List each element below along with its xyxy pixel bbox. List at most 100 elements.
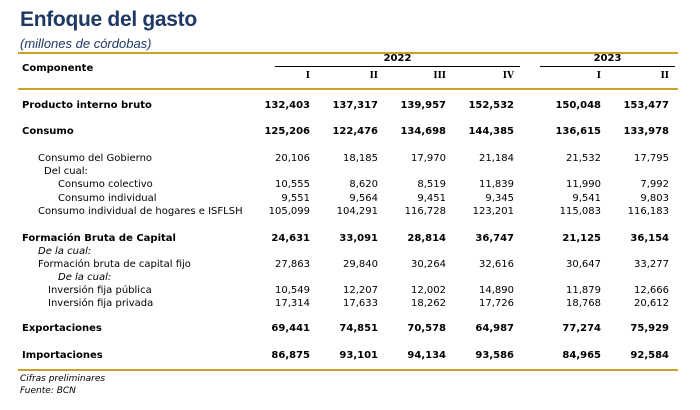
- cell-value: 12,002: [411, 285, 446, 296]
- row-label: Formación Bruta de Capital: [22, 233, 176, 244]
- row-label: Consumo individual: [58, 193, 157, 204]
- cell-value: 9,345: [485, 193, 514, 204]
- cell-value: 9,803: [640, 193, 669, 204]
- cell-value: 84,965: [562, 350, 601, 361]
- cell-value: 9,541: [572, 193, 601, 204]
- cell-value: 21,184: [479, 153, 514, 164]
- cell-value: 93,101: [339, 350, 378, 361]
- cell-value: 153,477: [623, 100, 669, 111]
- cell-value: 33,091: [339, 233, 378, 244]
- cell-value: 123,201: [472, 206, 514, 217]
- cell-value: 116,728: [404, 206, 446, 217]
- table-row: Producto interno bruto 132,403 137,317 1…: [0, 99, 700, 112]
- cell-value: 11,839: [479, 179, 514, 190]
- cell-value: 9,564: [349, 193, 378, 204]
- cell-value: 30,647: [566, 259, 601, 270]
- cell-value: 10,555: [275, 179, 310, 190]
- cell-value: 10,549: [275, 285, 310, 296]
- cell-value: 132,403: [264, 100, 310, 111]
- row-label: Del cual:: [44, 166, 88, 177]
- quarter-header: II: [369, 71, 378, 81]
- cell-value: 21,532: [566, 153, 601, 164]
- row-label: Formación bruta de capital fijo: [38, 259, 191, 270]
- cell-value: 144,385: [468, 126, 514, 137]
- cell-value: 21,125: [562, 233, 601, 244]
- cell-value: 20,106: [275, 153, 310, 164]
- cell-value: 115,083: [559, 206, 601, 217]
- row-label: De la cual:: [58, 272, 112, 283]
- cell-value: 133,978: [623, 126, 669, 137]
- row-label: Consumo del Gobierno: [38, 153, 153, 164]
- cell-value: 8,519: [417, 179, 446, 190]
- row-label: Inversión fija privada: [48, 298, 154, 309]
- cell-value: 27,863: [275, 259, 310, 270]
- quarter-header: IV: [502, 71, 514, 81]
- cell-value: 17,970: [411, 153, 446, 164]
- row-label: De la cual:: [38, 246, 92, 257]
- header-bottom-rule: [18, 88, 678, 90]
- cell-value: 18,768: [566, 298, 601, 309]
- row-label: Consumo: [22, 126, 74, 137]
- footnote-source: Fuente: BCN: [20, 386, 76, 396]
- cell-value: 18,185: [343, 153, 378, 164]
- component-column-header: Componente: [22, 63, 94, 74]
- cell-value: 32,616: [479, 259, 514, 270]
- table-row: Formación bruta de capital fijo 27,863 2…: [0, 258, 700, 271]
- cell-value: 122,476: [332, 126, 378, 137]
- table-row: Inversión fija pública 10,549 12,207 12,…: [0, 284, 700, 297]
- table-row: Inversión fija privada 17,314 17,633 18,…: [0, 297, 700, 310]
- cell-value: 36,154: [630, 233, 669, 244]
- table-row: Formación Bruta de Capital 24,631 33,091…: [0, 232, 700, 245]
- cell-value: 77,274: [562, 323, 601, 334]
- table-row: Exportaciones 69,441 74,851 70,578 64,98…: [0, 322, 700, 335]
- cell-value: 134,698: [400, 126, 446, 137]
- table-row: Del cual:: [0, 165, 700, 178]
- cell-value: 28,814: [407, 233, 446, 244]
- table-row: Consumo individual 9,551 9,564 9,451 9,3…: [0, 192, 700, 205]
- cell-value: 20,612: [634, 298, 669, 309]
- row-label: Importaciones: [22, 350, 103, 361]
- row-label: Producto interno bruto: [22, 100, 152, 111]
- cell-value: 125,206: [264, 126, 310, 137]
- cell-value: 94,134: [407, 350, 446, 361]
- cell-value: 17,314: [275, 298, 310, 309]
- cell-value: 64,987: [475, 323, 514, 334]
- cell-value: 104,291: [336, 206, 378, 217]
- page-title: Enfoque del gasto: [20, 8, 197, 31]
- cell-value: 12,207: [343, 285, 378, 296]
- cell-value: 17,633: [343, 298, 378, 309]
- cell-value: 29,840: [343, 259, 378, 270]
- cell-value: 36,747: [475, 233, 514, 244]
- cell-value: 152,532: [468, 100, 514, 111]
- row-label: Consumo individual de hogares e ISFLSH: [38, 206, 243, 217]
- cell-value: 74,851: [339, 323, 378, 334]
- header-top-rule: [18, 52, 678, 54]
- year-underline-2022: [275, 66, 520, 67]
- footnote-preliminary: Cifras preliminares: [20, 374, 106, 384]
- cell-value: 7,992: [640, 179, 669, 190]
- quarter-header: II: [660, 71, 669, 81]
- row-label: Consumo colectivo: [58, 179, 153, 190]
- year-header-2022: 2022: [383, 53, 412, 64]
- cell-value: 17,726: [479, 298, 514, 309]
- cell-value: 12,666: [634, 285, 669, 296]
- cell-value: 139,957: [400, 100, 446, 111]
- cell-value: 30,264: [411, 259, 446, 270]
- year-header-2023: 2023: [593, 53, 622, 64]
- page-subtitle: (millones de córdobas): [20, 36, 152, 51]
- cell-value: 33,277: [634, 259, 669, 270]
- table-row: Consumo individual de hogares e ISFLSH 1…: [0, 205, 700, 218]
- cell-value: 18,262: [411, 298, 446, 309]
- cell-value: 8,620: [349, 179, 378, 190]
- cell-value: 92,584: [630, 350, 669, 361]
- cell-value: 137,317: [332, 100, 378, 111]
- table-row: Consumo colectivo 10,555 8,620 8,519 11,…: [0, 178, 700, 191]
- cell-value: 9,451: [417, 193, 446, 204]
- cell-value: 24,631: [271, 233, 310, 244]
- table-bottom-rule: [18, 369, 678, 371]
- row-label: Inversión fija pública: [48, 285, 152, 296]
- cell-value: 70,578: [407, 323, 446, 334]
- cell-value: 9,551: [281, 193, 310, 204]
- row-label: Exportaciones: [22, 323, 102, 334]
- quarter-header: III: [433, 71, 446, 81]
